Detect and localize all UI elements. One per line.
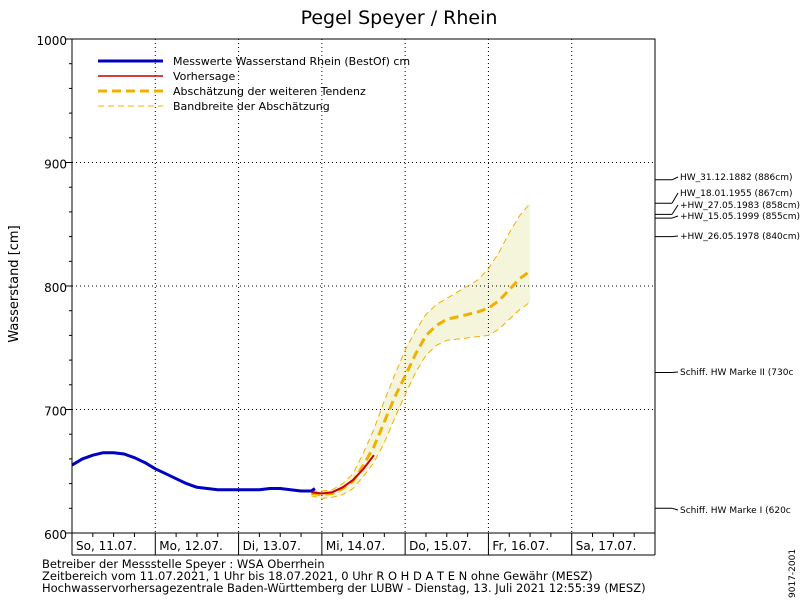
band-layer (311, 203, 531, 499)
x-tick-label: So, 11.07. (76, 539, 137, 553)
x-tick-label: Sa, 17.07. (576, 539, 637, 553)
x-tick-label: Mo, 12.07. (159, 539, 223, 553)
series-tendency-line (311, 269, 531, 497)
y-axis: 600 700 800 900 1000 (36, 34, 72, 542)
footer-operator: Betreiber der Messstelle Speyer : WSA Ob… (42, 557, 325, 571)
y-tick-label: 800 (44, 281, 67, 295)
reference-mark-connector (671, 204, 679, 215)
reference-mark-label: Schiff. HW Marke II (730c (680, 368, 793, 378)
reference-mark-connector (671, 176, 679, 181)
chart-id: 9017-2001 (788, 549, 798, 598)
y-tick-label: 600 (44, 528, 67, 542)
series-band-lower (311, 301, 531, 499)
reference-mark-label: +HW_27.05.1983 (858cm) (680, 201, 800, 211)
legend-label-band: Bandbreite der Abschätzung (173, 100, 330, 113)
reference-mark-connector (671, 192, 679, 204)
x-tick-label: Do, 15.07. (409, 539, 471, 553)
reference-mark-label: +HW_26.05.1978 (840cm) (680, 232, 800, 242)
series-forecast-line (311, 454, 375, 495)
y-tick-label: 700 (44, 405, 67, 419)
footer-time-range: Zeitbereich vom 11.07.2021, 1 Uhr bis 18… (42, 569, 593, 583)
reference-mark-label: HW_18.01.1955 (867cm) (680, 189, 792, 199)
band-fill-area (311, 203, 531, 499)
legend: Messwerte Wasserstand Rhein (BestOf) cm … (98, 55, 410, 113)
x-tick-label: Di, 13.07. (243, 539, 301, 553)
x-tick-label: Mi, 14.07. (326, 539, 385, 553)
reference-mark-label: HW_31.12.1882 (886cm) (680, 173, 792, 183)
reference-mark-label: +HW_15.05.1999 (855cm) (680, 212, 800, 222)
reference-mark-connector (671, 215, 679, 219)
plot-area (72, 39, 655, 533)
legend-label-forecast: Vorhersage (173, 70, 235, 83)
y-tick-label: 1000 (36, 34, 67, 48)
y-tick-label: 900 (44, 158, 67, 172)
x-axis: So, 11.07. Mo, 12.07. Di, 13.07. Mi, 14.07.… (71, 533, 656, 556)
legend-label-measured: Messwerte Wasserstand Rhein (BestOf) cm (173, 55, 410, 68)
footer-agency: Hochwasservorhersagezentrale Baden-Württ… (42, 581, 646, 595)
reference-mark-connector (671, 235, 679, 238)
series-measured-line (71, 451, 316, 493)
series-layer (71, 202, 531, 499)
reference-mark-label: Schiff. HW Marke I (620c (680, 506, 791, 516)
chart-title: Pegel Speyer / Rhein (301, 7, 498, 29)
series-band-upper (311, 202, 531, 492)
legend-label-tendency: Abschätzung der weiteren Tendenz (173, 85, 366, 98)
x-tick-label: Fr, 16.07. (492, 539, 549, 553)
reference-mark-connector (671, 507, 679, 511)
reference-marks: HW_31.12.1882 (886cm) HW_18.01.1955 (867c… (655, 173, 800, 516)
y-axis-label: Wasserstand [cm] (7, 225, 22, 342)
